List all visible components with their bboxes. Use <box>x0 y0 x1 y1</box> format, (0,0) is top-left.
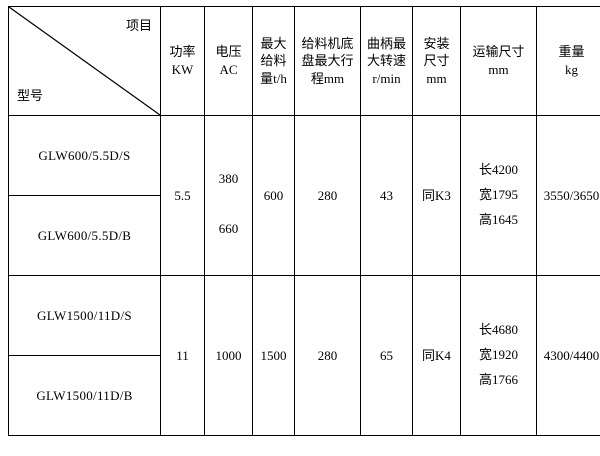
header-power-line1: 功率 <box>162 43 203 61</box>
header-install-size-line2: 尺寸 <box>414 52 459 70</box>
table-header-row: 项目 型号 功率 KW 电压 AC 最大 给料 量t/h <box>9 7 600 116</box>
header-max-feed-line1: 最大 <box>254 35 293 53</box>
cell-voltage-2: 1000 <box>205 276 253 436</box>
header-stroke-line3: 程mm <box>296 70 359 88</box>
cell-install-size: 同K4 <box>413 276 461 436</box>
header-max-feed-line2: 给料 <box>254 52 293 70</box>
header-max-feed-line3: 量t/h <box>254 70 293 88</box>
cell-transport-size: 长4200 宽1795 高1645 <box>461 116 537 276</box>
transport-height: 高1645 <box>462 208 535 233</box>
header-corner-cell: 项目 型号 <box>9 7 161 116</box>
header-weight-line2: kg <box>538 61 600 79</box>
specification-table: 项目 型号 功率 KW 电压 AC 最大 给料 量t/h <box>8 6 600 436</box>
header-transport-size: 运输尺寸 mm <box>461 7 537 116</box>
corner-label-item: 项目 <box>126 17 152 35</box>
cell-power: 11 <box>161 276 205 436</box>
cell-weight: 4300/4400 <box>537 276 600 436</box>
transport-length: 长4680 <box>462 318 535 343</box>
header-crank-speed-line1: 曲柄最 <box>362 35 411 53</box>
cell-stroke: 280 <box>295 116 361 276</box>
transport-length: 长4200 <box>462 158 535 183</box>
header-power-line2: KW <box>162 61 203 79</box>
corner-label-model: 型号 <box>17 87 43 105</box>
header-weight: 重量 kg <box>537 7 600 116</box>
cell-model: GLW600/5.5D/S <box>9 116 161 196</box>
header-voltage-line1: 电压 <box>206 43 251 61</box>
cell-voltage: 380 660 <box>205 116 253 276</box>
cell-power: 5.5 <box>161 116 205 276</box>
spec-sheet: 项目 型号 功率 KW 电压 AC 最大 给料 量t/h <box>0 6 600 456</box>
header-stroke-line2: 盘最大行 <box>296 52 359 70</box>
header-crank-speed-line2: 大转速 <box>362 52 411 70</box>
cell-model: GLW1500/11D/S <box>9 276 161 356</box>
header-crank-speed-line3: r/min <box>362 70 411 88</box>
cell-transport-size: 长4680 宽1920 高1766 <box>461 276 537 436</box>
header-transport-size-line1: 运输尺寸 <box>462 43 535 61</box>
cell-stroke: 280 <box>295 276 361 436</box>
header-stroke: 给料机底 盘最大行 程mm <box>295 7 361 116</box>
cell-weight: 3550/3650 <box>537 116 600 276</box>
cell-crank-speed: 43 <box>361 116 413 276</box>
cell-model: GLW600/5.5D/B <box>9 196 161 276</box>
cell-voltage-top: 380 <box>206 170 251 188</box>
header-transport-size-line2: mm <box>462 61 535 79</box>
header-crank-speed: 曲柄最 大转速 r/min <box>361 7 413 116</box>
transport-width: 宽1795 <box>462 183 535 208</box>
header-install-size-line3: mm <box>414 70 459 88</box>
header-install-size: 安装 尺寸 mm <box>413 7 461 116</box>
header-stroke-line1: 给料机底 <box>296 35 359 53</box>
cell-max-feed: 1500 <box>253 276 295 436</box>
cell-voltage-bottom-overflow: 660 <box>205 220 252 238</box>
transport-height: 高1766 <box>462 368 535 393</box>
transport-width: 宽1920 <box>462 343 535 368</box>
header-power: 功率 KW <box>161 7 205 116</box>
cell-crank-speed: 65 <box>361 276 413 436</box>
header-weight-line1: 重量 <box>538 43 600 61</box>
header-voltage-line2: AC <box>206 61 251 79</box>
table-row: GLW600/5.5D/S 5.5 380 660 600 280 43 同K3… <box>9 116 600 196</box>
cell-model: GLW1500/11D/B <box>9 356 161 436</box>
cell-install-size: 同K3 <box>413 116 461 276</box>
header-install-size-line1: 安装 <box>414 35 459 53</box>
header-voltage: 电压 AC <box>205 7 253 116</box>
cell-max-feed: 600 <box>253 116 295 276</box>
header-max-feed: 最大 给料 量t/h <box>253 7 295 116</box>
